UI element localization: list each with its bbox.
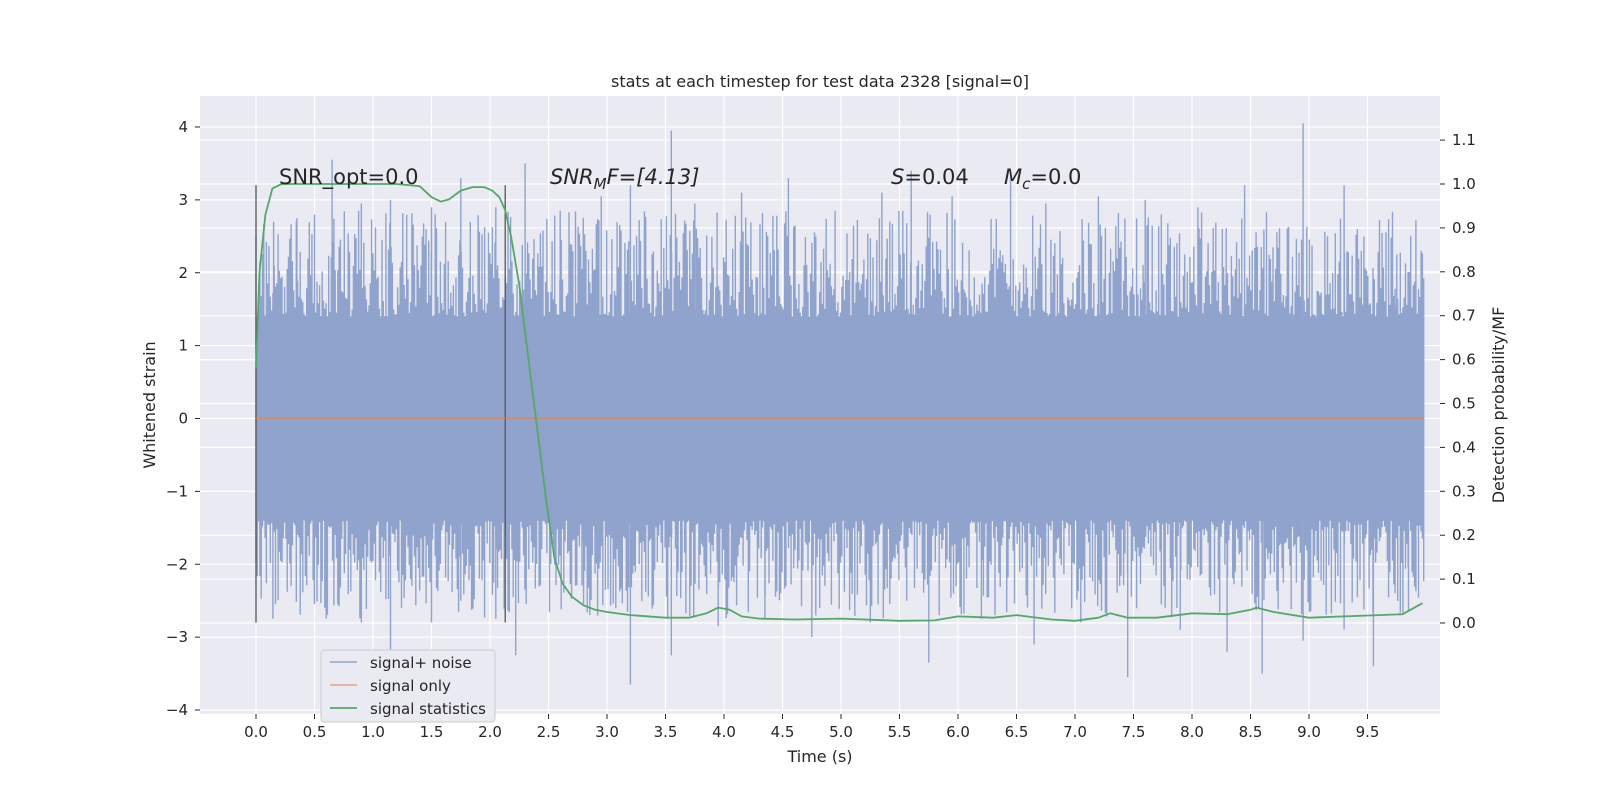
x-tick-label: 4.0	[712, 723, 736, 741]
y2-tick-label: 0.8	[1452, 263, 1476, 281]
y2-tick-label: 0.1	[1452, 570, 1476, 588]
annotation-snr-mf-rest: F=[4.13]	[607, 165, 700, 189]
x-tick-label: 9.5	[1356, 723, 1380, 741]
x-tick-label: 9.0	[1297, 723, 1321, 741]
x-tick-label: 8.0	[1180, 723, 1204, 741]
legend-label-signal-only: signal only	[370, 677, 451, 695]
x-tick-label: 1.0	[361, 723, 385, 741]
annotation-mc-value: =0.0	[1030, 165, 1081, 189]
y-tick-label: −1	[166, 482, 188, 500]
line-series	[255, 183, 1424, 622]
x-tick-label: 1.5	[420, 723, 444, 741]
x-tick-label: 0.0	[244, 723, 268, 741]
y-tick-label: −2	[166, 555, 188, 573]
y2-tick-label: 0.7	[1452, 307, 1476, 325]
x-tick-label: 6.0	[946, 723, 970, 741]
y2-tick-label: 1.1	[1452, 131, 1476, 149]
x-tick-label: 8.5	[1239, 723, 1263, 741]
legend-label-signal-statistics: signal statistics	[370, 700, 486, 718]
annotation-s: S=0.04	[891, 165, 969, 189]
legend-label-signal-noise: signal+ noise	[370, 654, 472, 672]
y-tick-label: −4	[166, 701, 188, 719]
y2-tick-label: 0.2	[1452, 526, 1476, 544]
x-tick-label: 5.5	[888, 723, 912, 741]
y2-tick-label: 0.3	[1452, 482, 1476, 500]
y2-tick-label: 1.0	[1452, 175, 1476, 193]
window-markers	[255, 185, 506, 623]
x-axis-label: Time (s)	[786, 747, 852, 766]
annotation-snr-mf-sub: M	[594, 175, 607, 193]
annotation-snr-opt: SNR_opt=0.0	[279, 165, 419, 190]
annotation-s-symbol: S	[891, 165, 904, 189]
x-tick-label: 5.0	[829, 723, 853, 741]
annotation-mc-symbol: M	[1004, 165, 1022, 189]
annotation-snr-mf-main: SNR	[550, 165, 594, 189]
y2-axis-label: Detection probability/MF	[1489, 307, 1508, 504]
signal-statistics-line	[255, 183, 1423, 622]
y-tick-label: 0	[178, 410, 188, 428]
annotation-s-value: =0.04	[904, 165, 968, 189]
legend-box	[320, 649, 496, 723]
x-tick-label: 2.0	[478, 723, 502, 741]
y-tick-label: 1	[178, 337, 188, 355]
annotation-snr-mf: SNRMF=[4.13]	[550, 165, 699, 193]
annotations: SNR_opt=0.0 SNRMF=[4.13] S=0.04 Mc=0.0	[279, 165, 1081, 193]
x-tick-label: 3.0	[595, 723, 619, 741]
y2-tick-label: 0.6	[1452, 351, 1476, 369]
x-tick-label: 2.5	[537, 723, 561, 741]
y-tick-label: −3	[166, 628, 188, 646]
y-tick-label: 2	[178, 264, 188, 282]
annotation-mc-subscript: c	[1022, 175, 1031, 193]
chart-title: stats at each timestep for test data 232…	[611, 72, 1029, 91]
y2-tick-label: 0.9	[1452, 219, 1476, 237]
annotation-mc: Mc=0.0	[1004, 165, 1081, 193]
y2-tick-label: 0.4	[1452, 438, 1476, 456]
x-tick-label: 7.0	[1063, 723, 1087, 741]
x-tick-label: 4.5	[771, 723, 795, 741]
x-tick-label: 3.5	[654, 723, 678, 741]
y-tick-label: 4	[178, 118, 188, 136]
ticks: 0.0 0.5 1.0 1.5 2.0 2.5 3.0 3.5 4.0 4.5 5.0 5.5 6.0 6…	[166, 118, 1476, 741]
x-tick-label: 6.5	[1005, 723, 1029, 741]
x-tick-label: 7.5	[1122, 723, 1146, 741]
y2-tick-label: 0.0	[1452, 614, 1476, 632]
legend: signal+ noise signal only signal statist…	[320, 649, 496, 723]
y-tick-label: 3	[178, 191, 188, 209]
y-axis-label: Whitened strain	[140, 341, 159, 468]
x-tick-label: 0.5	[303, 723, 327, 741]
y2-tick-label: 0.5	[1452, 395, 1476, 413]
